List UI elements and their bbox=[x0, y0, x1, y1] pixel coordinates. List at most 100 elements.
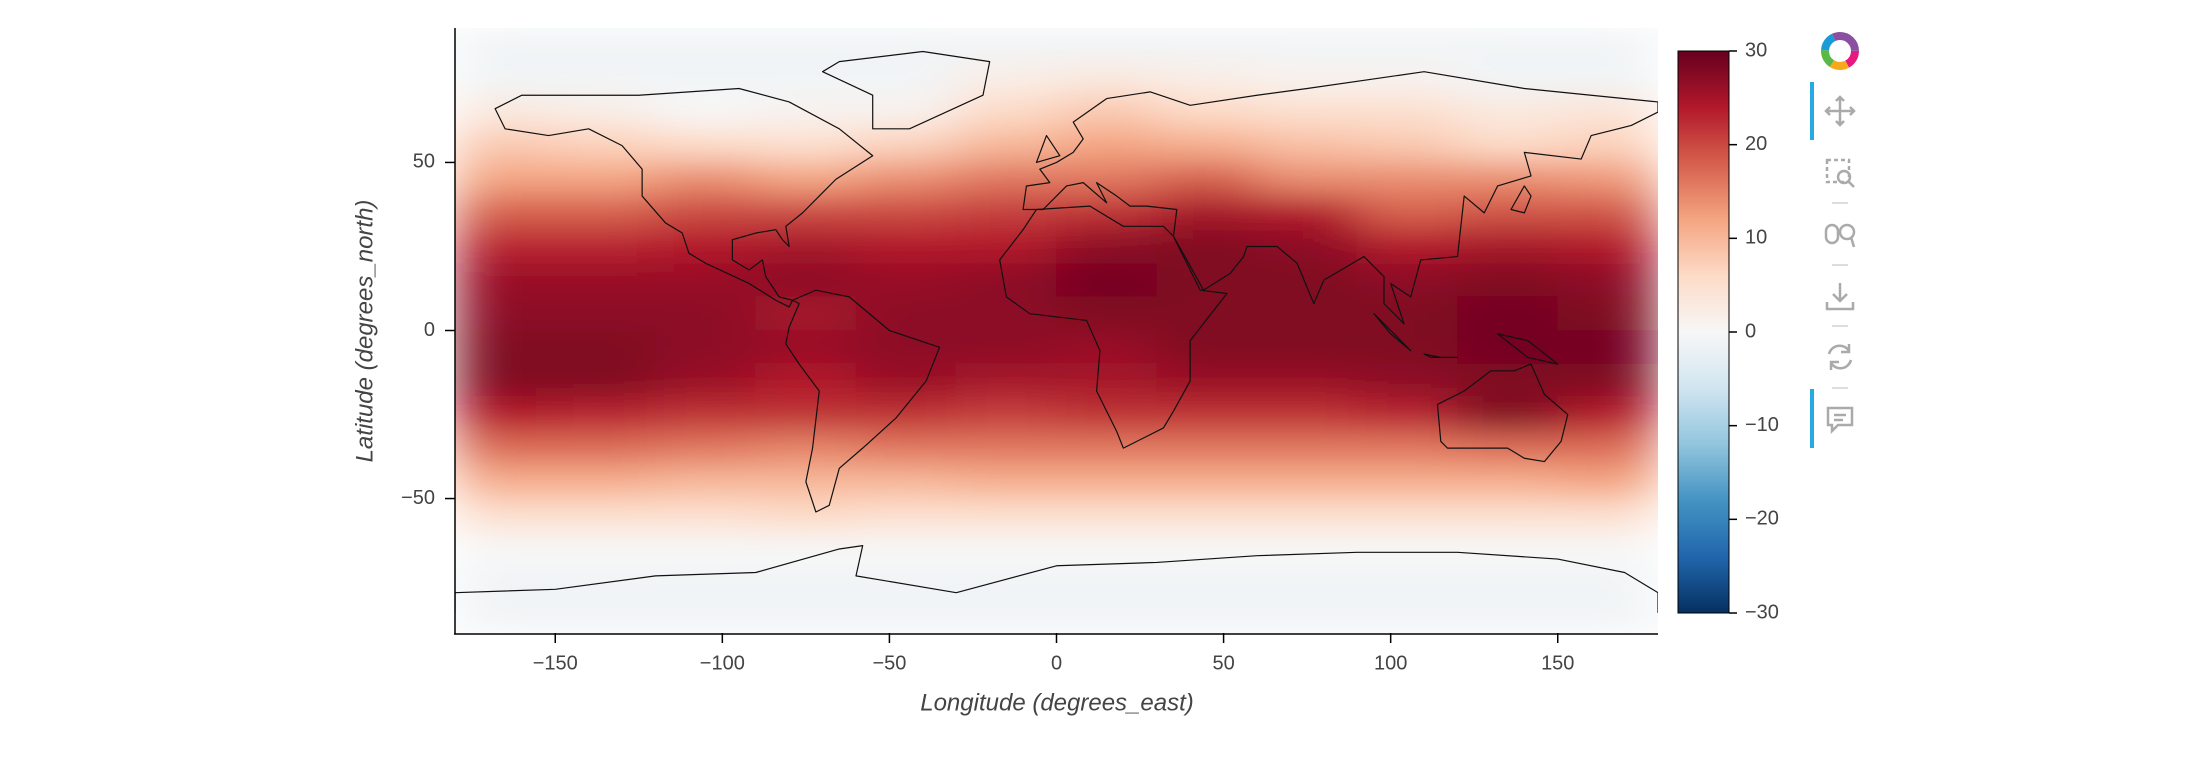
heat-cell bbox=[455, 531, 556, 567]
heat-cell bbox=[554, 94, 656, 130]
heat-cell bbox=[1256, 498, 1358, 533]
heat-cell bbox=[554, 397, 656, 432]
bokeh-logo[interactable] bbox=[1821, 32, 1859, 70]
heat-cell bbox=[1457, 128, 1559, 163]
heat-cell bbox=[455, 61, 556, 96]
x-tick-label: 50 bbox=[1212, 652, 1234, 674]
heat-cell bbox=[1156, 28, 1258, 63]
heat-cell bbox=[1056, 397, 1158, 432]
heat-cell bbox=[955, 61, 1057, 96]
heat-cell bbox=[1457, 363, 1559, 399]
heat-cell bbox=[755, 296, 857, 331]
heat-cell bbox=[455, 498, 556, 533]
heat-cell bbox=[655, 363, 757, 399]
heat-cell bbox=[1356, 94, 1458, 130]
heat-cell bbox=[1156, 464, 1258, 500]
heat-cell bbox=[1356, 195, 1458, 231]
heat-cell bbox=[1356, 565, 1458, 600]
heat-cell bbox=[655, 464, 757, 500]
heat-cell bbox=[1457, 296, 1559, 331]
heat-cell bbox=[755, 498, 857, 533]
y-tick-label: 0 bbox=[424, 319, 435, 341]
heat-cell bbox=[655, 161, 757, 197]
heat-cell bbox=[1056, 531, 1158, 567]
plot-area bbox=[455, 28, 1658, 633]
heat-cell bbox=[1056, 128, 1158, 163]
heat-cell bbox=[1156, 61, 1258, 96]
heat-cell bbox=[955, 161, 1057, 197]
heat-cell bbox=[955, 397, 1057, 432]
heat-cell bbox=[554, 195, 656, 231]
heat-cell bbox=[655, 531, 757, 567]
wheel-zoom-tool[interactable] bbox=[1824, 223, 1856, 248]
heat-cell bbox=[655, 61, 757, 96]
heat-cell bbox=[1256, 94, 1358, 130]
heat-cell bbox=[1356, 531, 1458, 567]
heat-cell bbox=[655, 94, 757, 130]
heat-cell bbox=[655, 262, 757, 298]
heat-cell bbox=[955, 262, 1057, 298]
heat-cell bbox=[1557, 262, 1658, 298]
heat-cell bbox=[1457, 94, 1559, 130]
heat-cell bbox=[455, 464, 556, 500]
heat-cell bbox=[554, 363, 656, 399]
box-zoom-tool[interactable] bbox=[1825, 158, 1855, 188]
heat-cell bbox=[1557, 128, 1658, 163]
heat-cell bbox=[1457, 565, 1559, 600]
heat-cell bbox=[855, 363, 957, 399]
active-indicator bbox=[1810, 389, 1814, 448]
heat-cell bbox=[955, 296, 1057, 331]
heat-cell bbox=[554, 161, 656, 197]
heat-cell bbox=[1356, 128, 1458, 163]
heat-cell bbox=[755, 565, 857, 600]
heat-cell bbox=[1557, 598, 1658, 633]
heat-cell bbox=[455, 161, 556, 197]
heat-cell bbox=[1256, 464, 1358, 500]
heat-cell bbox=[1256, 195, 1358, 231]
heat-cell bbox=[554, 531, 656, 567]
heat-cell bbox=[554, 498, 656, 533]
heat-cell bbox=[755, 430, 857, 466]
reset-tool[interactable] bbox=[1827, 344, 1853, 370]
heat-cell bbox=[755, 161, 857, 197]
heat-cell bbox=[855, 28, 957, 63]
heat-cell bbox=[1356, 598, 1458, 633]
heat-cell bbox=[755, 229, 857, 264]
x-tick-label: 150 bbox=[1541, 652, 1574, 674]
hover-tool[interactable] bbox=[1826, 406, 1854, 435]
heatmap bbox=[455, 28, 1658, 633]
heat-cell bbox=[955, 598, 1057, 633]
save-tool[interactable] bbox=[1825, 283, 1855, 311]
heat-cell bbox=[1356, 498, 1458, 533]
coastlines bbox=[455, 52, 1658, 613]
heat-cell bbox=[855, 229, 957, 264]
x-tick-label: −100 bbox=[700, 652, 745, 674]
heat-cell bbox=[1056, 598, 1158, 633]
colorbar-tick-label: −10 bbox=[1745, 414, 1779, 436]
heat-cell bbox=[855, 498, 957, 533]
heat-cell bbox=[1156, 565, 1258, 600]
heat-cell bbox=[955, 531, 1057, 567]
heat-cell bbox=[455, 28, 556, 63]
heat-cell bbox=[554, 598, 656, 633]
heat-cell bbox=[1557, 464, 1658, 500]
heat-cell bbox=[1156, 195, 1258, 231]
heat-cell bbox=[1056, 464, 1158, 500]
heat-cell bbox=[955, 565, 1057, 600]
pan-tool[interactable] bbox=[1824, 95, 1856, 127]
heat-cell bbox=[1156, 94, 1258, 130]
heat-cell bbox=[955, 498, 1057, 533]
heat-cell bbox=[1056, 330, 1158, 365]
heat-cell bbox=[1557, 195, 1658, 231]
heat-cell bbox=[655, 598, 757, 633]
y-tick-label: −50 bbox=[401, 487, 435, 509]
heat-cell bbox=[855, 430, 957, 466]
heat-cell bbox=[1356, 28, 1458, 63]
heat-cell bbox=[1156, 363, 1258, 399]
heat-cell bbox=[955, 229, 1057, 264]
heat-cell bbox=[1557, 430, 1658, 466]
heat-cell bbox=[855, 330, 957, 365]
heat-cell bbox=[955, 195, 1057, 231]
heat-cell bbox=[1256, 598, 1358, 633]
colorbar-tick-label: 30 bbox=[1745, 39, 1767, 61]
